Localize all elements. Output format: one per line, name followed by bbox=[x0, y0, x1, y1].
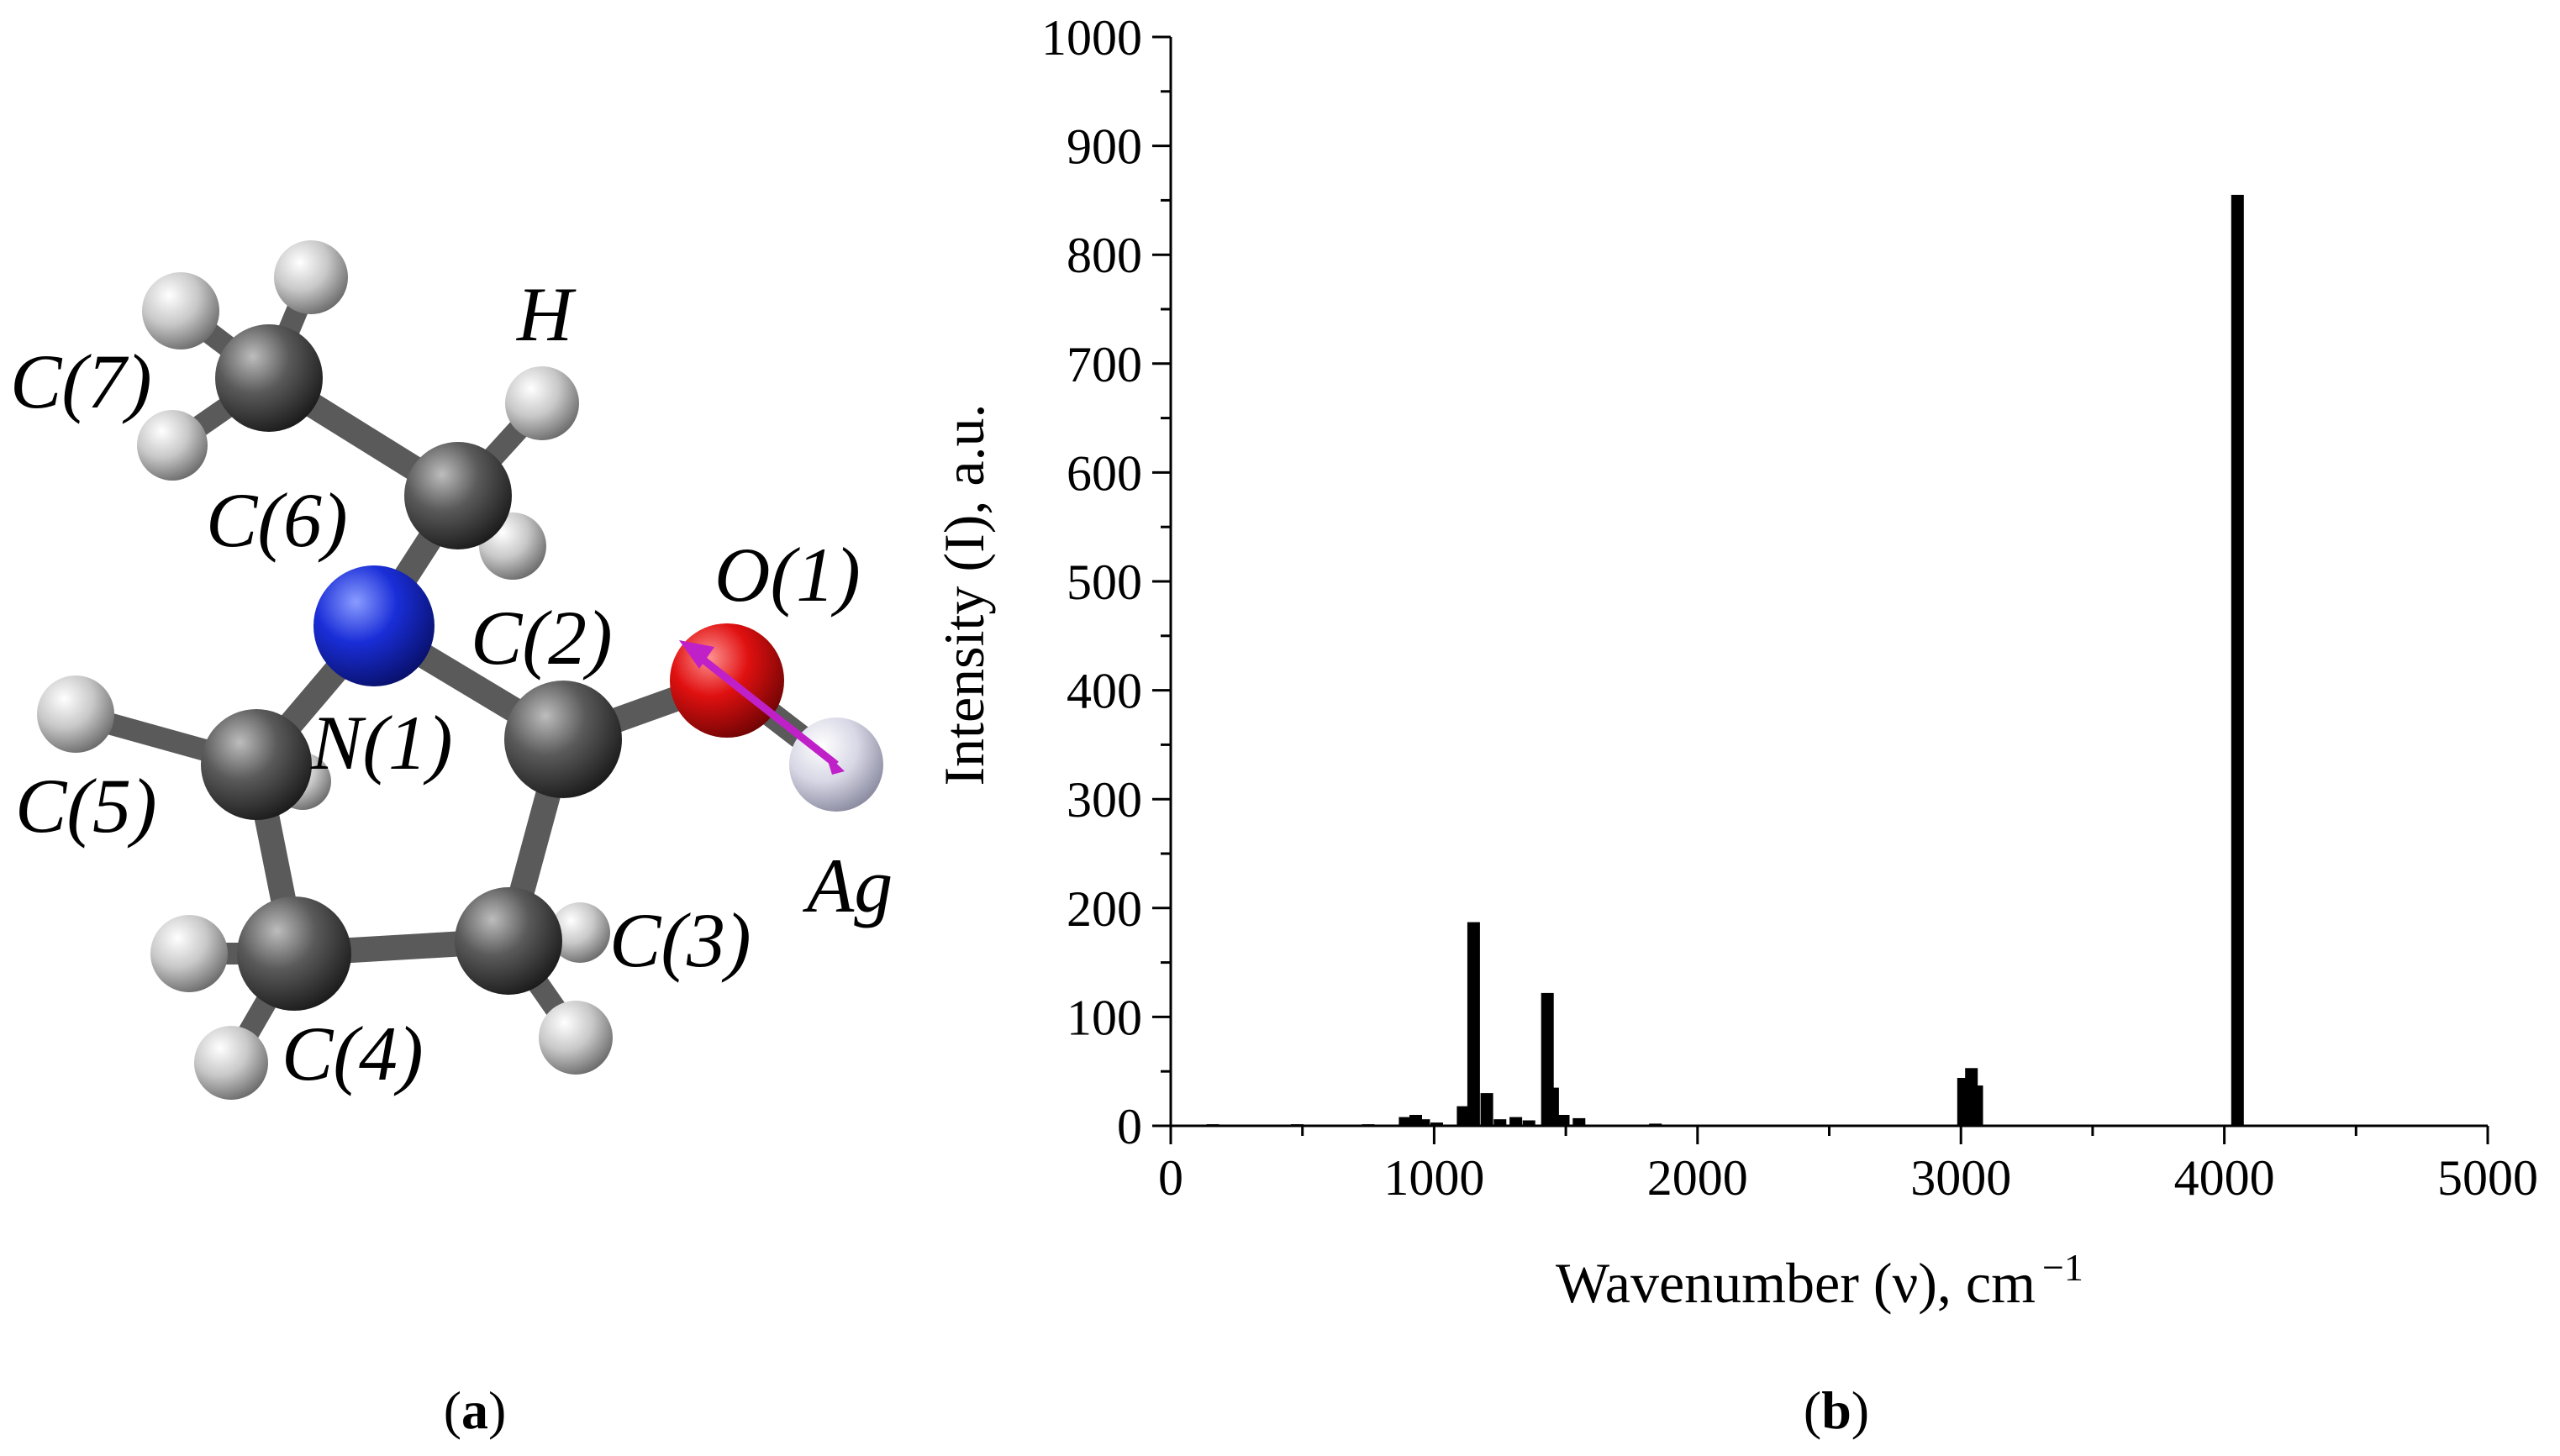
hydrogen-atom bbox=[274, 240, 348, 314]
y-axis-title: Intensity (I), a.u. bbox=[932, 403, 996, 786]
bar-5 bbox=[1417, 1119, 1430, 1126]
hydrogen-atom bbox=[550, 902, 610, 963]
x-axis-title: Wavenumber (ν), cm −1 bbox=[1556, 1246, 2083, 1315]
bar-8 bbox=[1467, 922, 1480, 1126]
panel-label-a: (a) bbox=[444, 1380, 507, 1440]
hydrogen-atom bbox=[142, 272, 219, 350]
hydrogen-atom bbox=[137, 410, 208, 481]
bar-16 bbox=[1572, 1117, 1586, 1126]
carbon-atom-c3 bbox=[455, 887, 562, 995]
nitrogen-atom-n1 bbox=[313, 565, 435, 686]
bar-12 bbox=[1522, 1120, 1535, 1126]
y-tick-label: 800 bbox=[1067, 228, 1142, 283]
x-tick-label: 1000 bbox=[1383, 1150, 1484, 1206]
atom-label-c5: C(5) bbox=[15, 763, 157, 849]
x-tick-label: 0 bbox=[1158, 1150, 1183, 1206]
bar-20 bbox=[1970, 1085, 1983, 1126]
atom-label-h: H bbox=[516, 271, 577, 357]
y-tick-label: 500 bbox=[1067, 555, 1142, 610]
hydrogen-atom bbox=[194, 1026, 268, 1100]
carbon-atom-c6 bbox=[404, 442, 512, 549]
atom-label-o1: O(1) bbox=[714, 532, 861, 618]
hydrogen-atom bbox=[539, 1001, 613, 1075]
carbon-atom-c2 bbox=[504, 681, 622, 798]
y-tick-label: 200 bbox=[1067, 881, 1142, 937]
bar-14 bbox=[1546, 1087, 1559, 1126]
carbon-atom-c5 bbox=[201, 709, 312, 820]
hydrogen-atom bbox=[37, 675, 114, 753]
x-tick-label: 5000 bbox=[2437, 1150, 2538, 1206]
atom-label-ag: Ag bbox=[802, 843, 893, 928]
axes bbox=[1152, 35, 2489, 1144]
x-tick-label: 3000 bbox=[1910, 1150, 2011, 1206]
carbon-atom-c4 bbox=[237, 896, 351, 1011]
bar-3 bbox=[1399, 1117, 1412, 1126]
bar-15 bbox=[1557, 1115, 1570, 1126]
dipole-arrow bbox=[679, 640, 845, 775]
chart-panel: 0 1000 2000 3000 4000 5000 0 100 200 300 400 500 60… bbox=[932, 10, 2538, 1440]
atom-label-c3: C(3) bbox=[609, 897, 751, 983]
y-tick-labels: 0 100 200 300 400 500 600 700 800 900 1000 bbox=[1041, 10, 1142, 1154]
y-tick-label: 600 bbox=[1067, 445, 1142, 501]
x-tick-labels: 0 1000 2000 3000 4000 5000 bbox=[1158, 1150, 2538, 1206]
bar-6 bbox=[1430, 1122, 1443, 1126]
atom-label-n1: N(1) bbox=[310, 700, 453, 786]
panel-label-b: (b) bbox=[1804, 1380, 1869, 1440]
y-tick-label: 0 bbox=[1117, 1099, 1142, 1154]
carbon-atom-c7 bbox=[215, 324, 323, 432]
bar-9 bbox=[1480, 1093, 1493, 1126]
bar-21 bbox=[2231, 194, 2244, 1126]
y-tick-label: 300 bbox=[1067, 772, 1142, 828]
atom-label-c7: C(7) bbox=[10, 339, 152, 424]
molecule-panel: C(7) H C(6) O(1) C(2) N(1) C(5) Ag C(3) … bbox=[10, 240, 893, 1440]
y-tick-label: 900 bbox=[1067, 119, 1142, 175]
bar-10 bbox=[1493, 1119, 1507, 1126]
hydrogen-atom bbox=[150, 915, 228, 992]
y-tick-label: 100 bbox=[1067, 990, 1142, 1045]
atoms bbox=[37, 240, 883, 1100]
atom-label-c6: C(6) bbox=[206, 477, 348, 563]
atom-label-c4: C(4) bbox=[282, 1011, 424, 1096]
x-tick-label: 2000 bbox=[1647, 1150, 1748, 1206]
bar-7 bbox=[1456, 1106, 1470, 1126]
atom-labels: C(7) H C(6) O(1) C(2) N(1) C(5) Ag C(3) … bbox=[10, 271, 893, 1096]
hydrogen-atom bbox=[505, 366, 579, 440]
atom-label-c2: C(2) bbox=[471, 595, 613, 681]
bar-11 bbox=[1509, 1117, 1523, 1126]
bar-series bbox=[1206, 194, 2244, 1126]
y-tick-label: 1000 bbox=[1041, 10, 1142, 66]
y-tick-label: 700 bbox=[1067, 337, 1142, 392]
x-tick-label: 4000 bbox=[2174, 1150, 2275, 1206]
y-tick-label: 400 bbox=[1067, 664, 1142, 719]
